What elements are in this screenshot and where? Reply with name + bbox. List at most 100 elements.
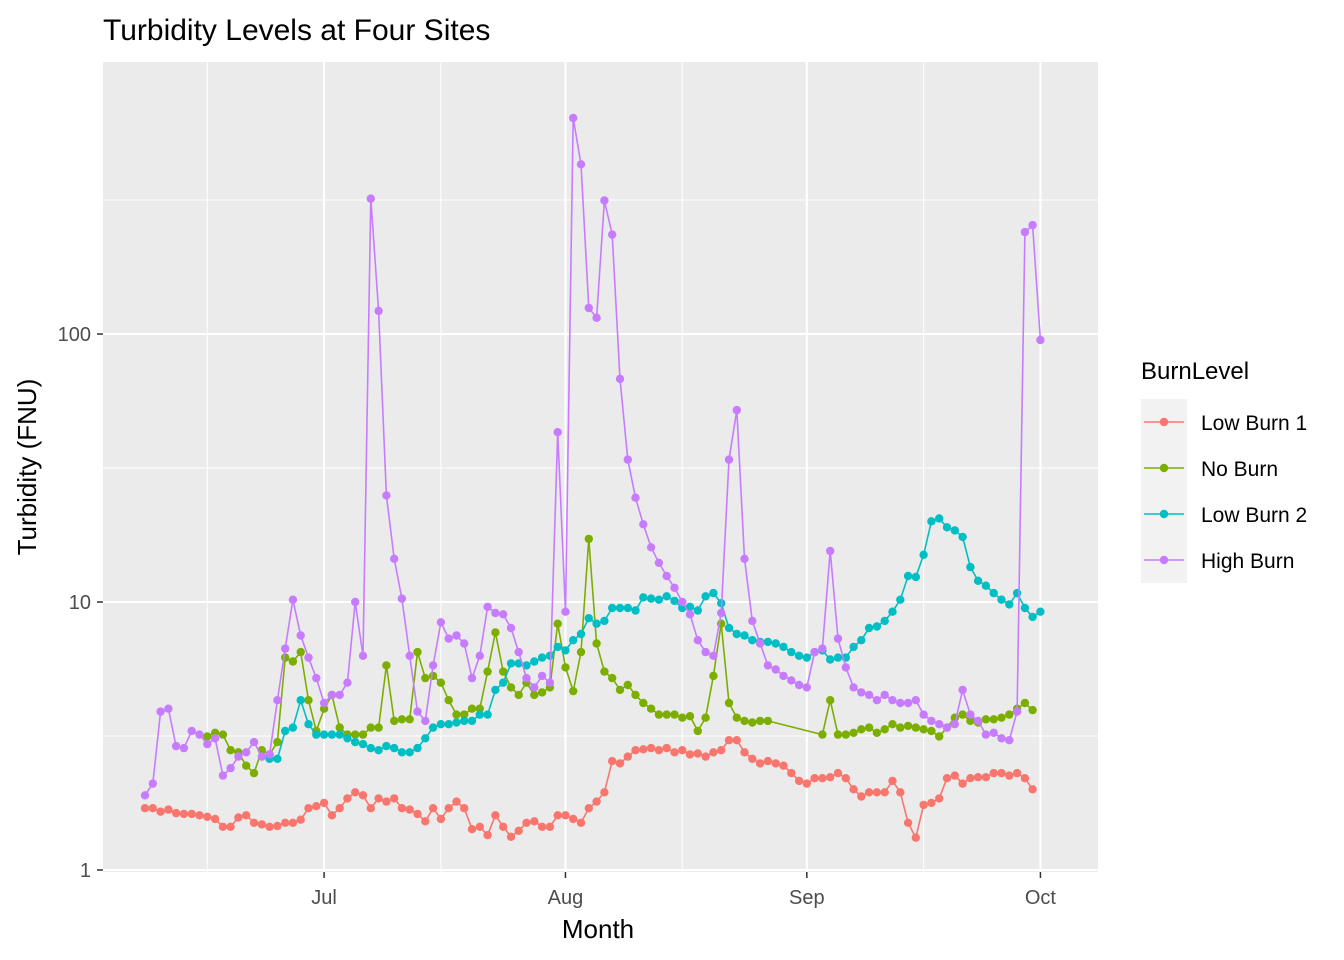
data-point — [335, 804, 344, 813]
data-point — [475, 704, 484, 713]
data-point — [880, 690, 889, 700]
data-point — [701, 752, 710, 761]
data-point — [421, 734, 430, 743]
data-point — [872, 728, 882, 737]
data-point — [327, 730, 337, 739]
data-point — [537, 822, 547, 831]
data-point — [678, 597, 687, 607]
legend-label: Low Burn 2 — [1201, 504, 1307, 527]
data-point — [249, 818, 259, 827]
data-point — [787, 768, 796, 778]
legend-title: BurnLevel — [1141, 358, 1249, 385]
data-point — [849, 728, 858, 737]
data-point — [576, 647, 586, 657]
data-point — [794, 680, 804, 690]
data-point — [833, 768, 843, 778]
data-point — [600, 667, 609, 676]
data-point — [927, 798, 936, 808]
data-point — [693, 636, 702, 645]
data-point — [732, 736, 741, 745]
data-point — [896, 788, 905, 797]
data-point — [654, 710, 664, 719]
data-point — [1020, 227, 1030, 237]
series-high-burn — [140, 113, 1045, 800]
data-point — [242, 748, 251, 757]
data-point — [576, 818, 586, 827]
data-point — [818, 774, 827, 783]
data-point — [678, 713, 687, 722]
data-point — [234, 813, 243, 822]
data-point — [896, 698, 905, 708]
data-point — [623, 680, 632, 690]
data-point — [421, 817, 430, 826]
data-point — [662, 743, 671, 753]
data-point — [911, 833, 920, 842]
legend-label: Low Burn 1 — [1201, 412, 1307, 435]
data-point — [413, 647, 422, 657]
data-point — [491, 685, 500, 695]
data-point — [802, 683, 811, 692]
data-point — [880, 616, 889, 626]
data-point — [685, 610, 695, 619]
data-point — [171, 741, 181, 751]
data-point — [335, 690, 344, 700]
data-point — [358, 739, 368, 749]
data-point — [506, 659, 516, 668]
data-point — [203, 812, 212, 821]
data-point — [483, 602, 492, 611]
data-point — [717, 746, 726, 755]
data-point — [958, 532, 967, 542]
data-point — [156, 807, 165, 816]
data-point — [584, 804, 593, 813]
data-point — [460, 639, 469, 648]
data-point — [483, 667, 492, 676]
data-point — [187, 809, 196, 819]
data-point — [499, 610, 508, 619]
data-point — [717, 608, 726, 618]
data-point — [919, 710, 928, 719]
data-point — [405, 748, 414, 757]
data-point — [1028, 612, 1037, 622]
data-point — [218, 730, 228, 739]
data-point — [499, 822, 508, 831]
data-point — [179, 743, 189, 753]
legend-label: No Burn — [1201, 458, 1278, 481]
data-point — [537, 688, 547, 697]
data-point — [537, 671, 547, 681]
data-point — [935, 720, 944, 729]
data-point — [950, 526, 959, 535]
data-point — [631, 606, 640, 615]
data-point — [592, 619, 601, 628]
data-point — [288, 818, 298, 827]
data-point — [452, 797, 461, 806]
data-point — [288, 595, 298, 604]
data-point — [841, 663, 850, 672]
data-point — [467, 825, 477, 834]
data-point — [981, 773, 991, 782]
data-point — [740, 716, 749, 726]
data-point — [460, 710, 469, 719]
data-point — [553, 811, 562, 820]
data-point — [249, 737, 259, 747]
data-point — [522, 661, 531, 670]
data-point — [545, 651, 555, 660]
data-point — [608, 756, 617, 766]
data-point — [896, 723, 905, 732]
data-point — [958, 779, 967, 788]
data-point — [763, 637, 773, 647]
data-point — [312, 802, 321, 811]
data-point — [304, 720, 313, 729]
data-point — [748, 718, 757, 727]
data-point — [997, 768, 1006, 778]
data-point — [639, 520, 648, 529]
data-point — [390, 794, 399, 803]
data-point — [826, 655, 835, 664]
data-point — [654, 558, 664, 567]
data-point — [296, 631, 305, 640]
legend-label: High Burn — [1201, 550, 1294, 573]
data-point — [491, 608, 500, 618]
data-point — [1005, 771, 1014, 780]
data-point — [631, 493, 640, 502]
data-point — [608, 603, 617, 613]
data-point — [405, 805, 414, 814]
